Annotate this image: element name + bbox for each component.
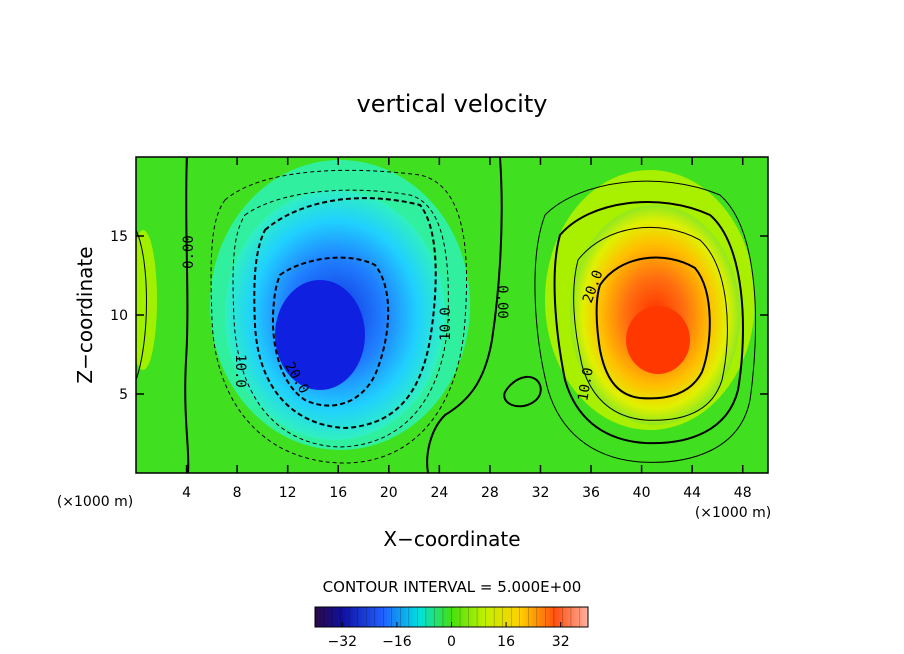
y-axis-label: Z−coordinate (73, 246, 97, 383)
x-axis-label: X−coordinate (383, 527, 520, 551)
contour-pos-15 (573, 226, 728, 421)
colorbar-tick-label: 32 (552, 634, 570, 650)
contour-pos-5 (534, 180, 757, 463)
x-tick-label: 8 (233, 485, 242, 501)
x-tick-label: 48 (734, 485, 752, 501)
plot-field (136, 157, 768, 473)
contour-pos-10 (553, 201, 744, 445)
x-tick-label: 20 (380, 485, 398, 501)
colorbar-tick-label: 16 (497, 634, 515, 650)
x-tick-label: 36 (582, 485, 600, 501)
contour-label-zero-middle: 0.00 (494, 285, 510, 319)
contour-neg-5 (210, 169, 468, 464)
x-tick-label: 44 (683, 485, 701, 501)
contour-neg-20 (271, 256, 390, 407)
downdraft-core (275, 280, 365, 390)
colorbar-tick-label: 0 (447, 634, 456, 650)
contour-label-neg10-right: 10.0 (438, 307, 454, 341)
x-axis-ticks: 4 8 12 16 20 24 28 32 36 40 44 48 (182, 157, 752, 501)
contour-small-loop (503, 376, 542, 408)
contour-neg-10 (232, 189, 449, 448)
colorbar-tick-label: −16 (382, 634, 412, 650)
zero-contour-left (184, 157, 190, 473)
contour-label-pos10: 10.0 (575, 366, 597, 402)
x-unit-label: (×1000 m) (695, 505, 771, 521)
x-tick-label: 24 (430, 485, 448, 501)
contour-pos-20 (595, 256, 711, 400)
y-unit-label: (×1000 m) (57, 494, 133, 510)
contour-label-zero-left: 0.00 (181, 235, 197, 269)
y-tick-label: 10 (110, 308, 128, 324)
colorbar-steps (323, 607, 580, 627)
y-tick-label: 5 (119, 387, 128, 403)
x-tick-label: 28 (481, 485, 499, 501)
contour-left-edge (136, 229, 147, 381)
x-tick-label: 40 (633, 485, 651, 501)
zero-contour-middle (426, 157, 503, 473)
chart-title: vertical velocity (357, 90, 548, 118)
colorbar-ticks: −32 −16 0 16 32 (328, 622, 570, 650)
contour-interval-text: CONTOUR INTERVAL = 5.000E+00 (323, 578, 582, 596)
contour-neg-15 (253, 197, 437, 430)
y-tick-label: 15 (110, 229, 128, 245)
contour-lines (136, 157, 757, 473)
x-tick-label: 4 (182, 485, 191, 501)
x-tick-label: 32 (532, 485, 550, 501)
contour-label-neg10-left: 10.0 (232, 354, 248, 388)
x-tick-label: 16 (329, 485, 347, 501)
colorbar-tick-label: −32 (328, 634, 358, 650)
updraft-core (626, 306, 690, 374)
x-tick-label: 12 (279, 485, 297, 501)
y-axis-ticks: 5 10 15 (110, 229, 768, 403)
